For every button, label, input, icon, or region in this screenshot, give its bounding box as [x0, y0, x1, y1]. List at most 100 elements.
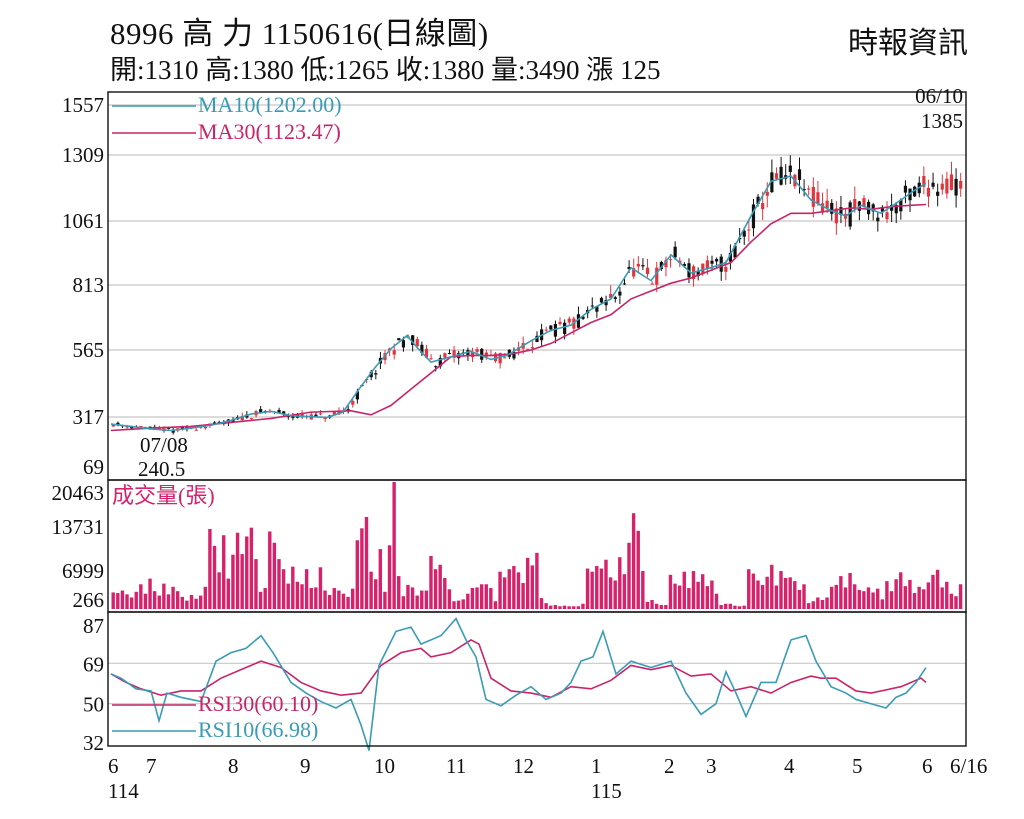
candle-body	[825, 200, 829, 209]
volume-bar	[387, 545, 392, 609]
volume-bar	[203, 586, 208, 609]
volume-bar	[825, 597, 829, 609]
volume-bar	[484, 584, 488, 609]
volume-bar	[212, 545, 217, 609]
candle-body	[751, 204, 756, 229]
candle-body	[613, 297, 617, 299]
volume-bar	[958, 584, 963, 609]
candle-body	[926, 187, 931, 197]
volume-bar	[613, 580, 617, 609]
volume-bar	[687, 588, 691, 609]
candle-body	[802, 189, 806, 191]
candle-body	[820, 203, 825, 213]
candle-body	[599, 297, 604, 303]
volume-bar	[125, 594, 129, 609]
month-label: 2	[664, 754, 675, 778]
candle-body	[452, 350, 456, 358]
volume-bar	[327, 594, 332, 609]
candle-body	[397, 338, 401, 341]
volume-bar	[774, 585, 779, 609]
volume-bar	[461, 599, 465, 609]
candle-body	[401, 340, 406, 348]
volume-tick-label: 6999	[62, 559, 104, 583]
candle-body	[581, 316, 585, 319]
candle-body	[392, 350, 396, 355]
volume-bar	[696, 581, 700, 609]
candle-body	[913, 186, 917, 197]
volume-bar	[475, 587, 479, 609]
candle-body	[530, 347, 534, 349]
volume-bar	[811, 601, 815, 609]
candle-body	[959, 180, 963, 189]
volume-bar	[392, 482, 396, 609]
volume-bar	[645, 601, 650, 609]
month-label: 3	[706, 754, 717, 778]
candle-body	[848, 202, 852, 227]
volume-bar	[664, 605, 668, 609]
candle-body	[346, 409, 350, 411]
volume-bar	[157, 595, 161, 609]
volume-bar	[875, 588, 880, 609]
volume-bar	[222, 535, 226, 609]
price-tick-label: 565	[73, 338, 105, 362]
volume-bar	[420, 590, 424, 609]
volume-bar	[152, 591, 157, 609]
rsi10-line	[110, 617, 927, 751]
candle-body	[807, 188, 811, 190]
candle-body	[645, 267, 650, 275]
volume-bar	[562, 605, 567, 609]
volume-bars	[111, 482, 963, 609]
low-value-label: 240.5	[138, 457, 185, 481]
rsi-tick-label: 50	[83, 693, 104, 717]
volume-bar	[899, 572, 903, 609]
volume-bar	[770, 564, 774, 609]
volume-bar	[599, 568, 604, 609]
volume-bar	[129, 597, 134, 609]
candle-body	[636, 263, 640, 267]
volume-bar	[816, 597, 820, 609]
candle-body	[710, 260, 714, 264]
month-label: 7	[146, 754, 157, 778]
volume-bar	[245, 536, 249, 609]
volume-bar	[728, 603, 733, 609]
candle-body	[816, 192, 820, 205]
month-label: 10	[374, 754, 395, 778]
volume-bar	[406, 584, 410, 609]
candle-body	[715, 258, 719, 262]
volume-bar	[820, 599, 825, 609]
volume-bar	[180, 596, 184, 609]
candle-body	[871, 204, 875, 212]
volume-bar	[134, 591, 138, 609]
volume-bar	[926, 582, 931, 609]
ma30-legend-label: MA30(1123.47)	[198, 119, 341, 144]
candle-body	[355, 391, 359, 400]
volume-title: 成交量(張)	[112, 483, 215, 508]
volume-bar	[779, 571, 783, 609]
volume-bar	[834, 584, 838, 609]
candle-body	[249, 418, 254, 420]
rsi30-legend-label: RSI30(60.10)	[198, 691, 318, 716]
candle-body	[512, 352, 516, 359]
candle-body	[811, 186, 815, 207]
volume-bar	[337, 590, 341, 609]
month-label: 6/16	[950, 754, 987, 778]
volume-bar	[304, 569, 309, 609]
month-label: 6	[922, 754, 933, 778]
candle-body	[641, 265, 645, 267]
volume-bar	[364, 516, 369, 609]
candle-body	[797, 169, 802, 180]
candle-body	[724, 266, 728, 272]
volume-bar	[139, 584, 143, 609]
volume-bar	[291, 566, 295, 609]
candle-body	[434, 366, 438, 368]
candle-body	[756, 196, 760, 205]
candle-body	[549, 325, 553, 330]
candle-body	[332, 411, 336, 416]
candle-body	[171, 429, 175, 433]
candle-body	[475, 349, 479, 352]
volume-bar	[318, 567, 323, 609]
volume-bar	[479, 584, 484, 609]
volume-bar	[521, 583, 525, 609]
candle-body	[277, 410, 281, 413]
